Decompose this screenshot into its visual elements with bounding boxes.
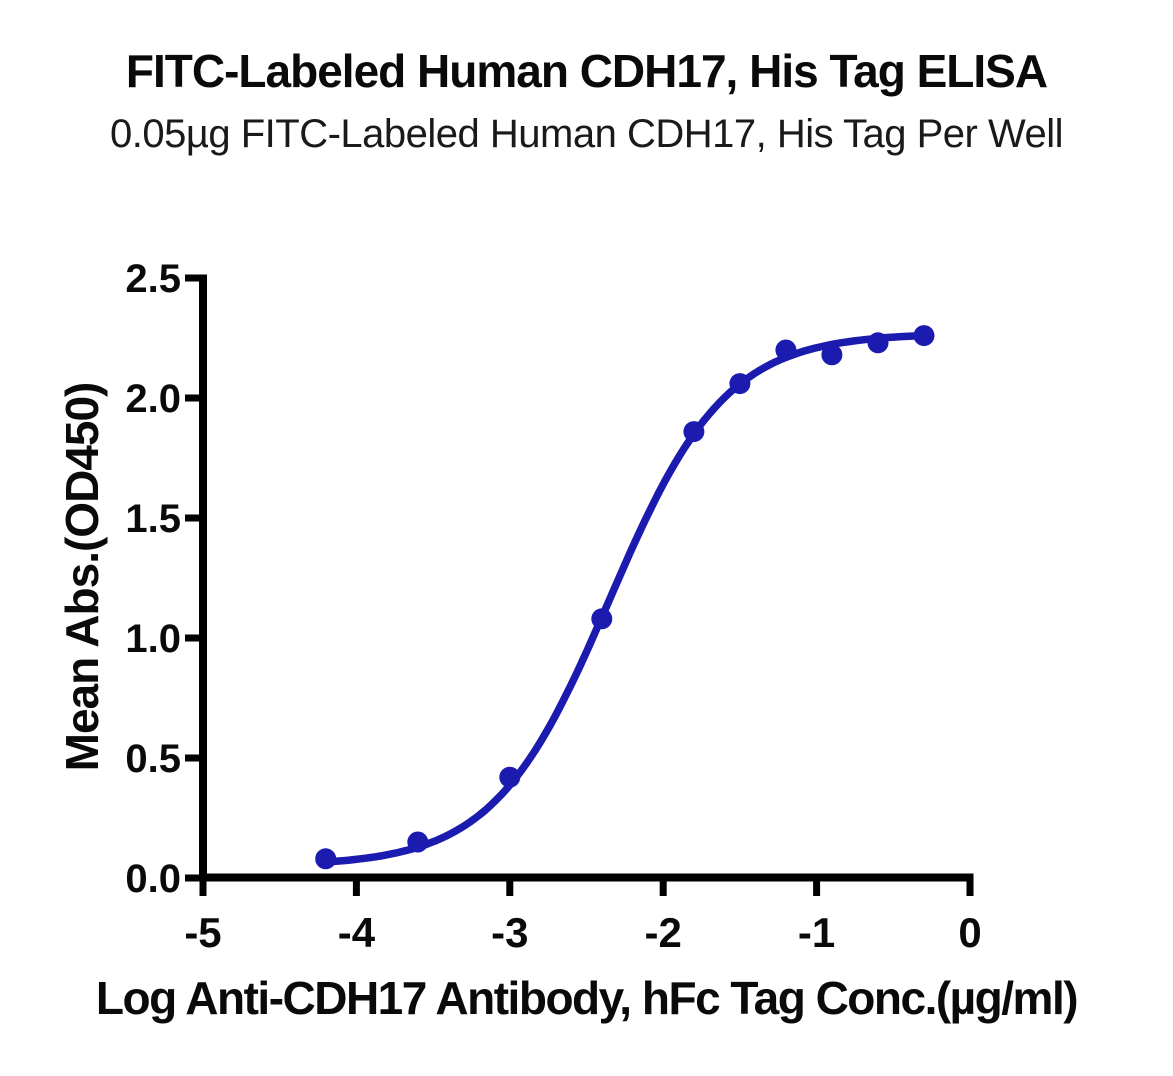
- axes: [199, 274, 974, 882]
- x-tick-label: 0: [958, 909, 981, 956]
- x-tick-label: -2: [645, 909, 682, 956]
- data-point: [315, 848, 337, 870]
- y-tick-label: 1.0: [125, 617, 181, 661]
- x-tick-label: -5: [184, 909, 221, 956]
- x-tick-label: -1: [798, 909, 835, 956]
- data-point: [591, 608, 613, 630]
- y-tick-label: 2.5: [125, 257, 181, 301]
- x-tick-label: -3: [491, 909, 528, 956]
- y-tick-label: 0.5: [125, 737, 181, 781]
- x-tick-label: -4: [338, 909, 376, 956]
- data-point: [499, 766, 521, 788]
- y-tick-label: 0.0: [125, 857, 181, 901]
- data-point: [683, 421, 705, 443]
- x-ticks: -5 -4 -3 -2 -1 0: [184, 877, 982, 956]
- y-tick-label: 2.0: [125, 377, 181, 421]
- fit-curve: [321, 331, 928, 866]
- chart-title: FITC-Labeled Human CDH17, His Tag ELISA: [125, 45, 1048, 97]
- data-point: [867, 332, 889, 354]
- chart-subtitle: 0.05µg FITC-Labeled Human CDH17, His Tag…: [109, 112, 1064, 156]
- data-point: [913, 325, 935, 347]
- data-point: [775, 339, 797, 361]
- data-point: [821, 344, 843, 366]
- data-point: [407, 831, 429, 853]
- data-point: [729, 373, 751, 395]
- y-ticks: 0.0 0.5 1.0 1.5 2.0 2.5: [125, 257, 204, 901]
- y-axis-label: Mean Abs.(OD450): [56, 382, 108, 772]
- data-points: [315, 325, 935, 870]
- y-tick-label: 1.5: [125, 497, 181, 541]
- x-axis-label: Log Anti-CDH17 Antibody, hFc Tag Conc.(µ…: [95, 972, 1079, 1024]
